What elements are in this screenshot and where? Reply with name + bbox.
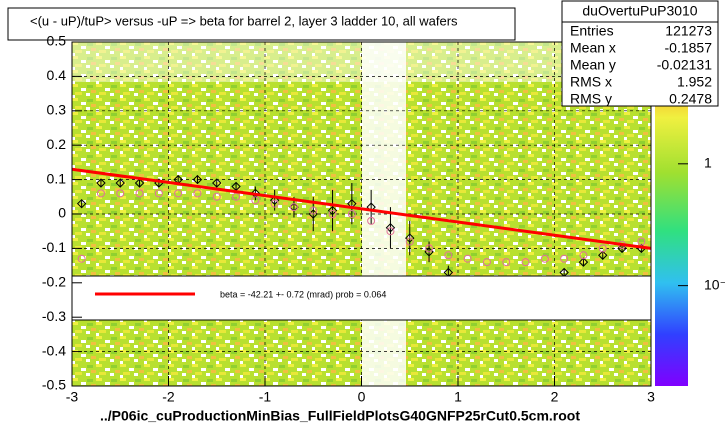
marker [309,206,318,215]
x-axis-label: ../P06ic_cuProductionMinBias_FullFieldPl… [100,408,580,424]
marker [521,258,530,267]
y-tick-label: 0.5 [47,33,67,49]
stat-label: Mean x [570,40,616,56]
marker [502,258,511,267]
y-tick-label: -0.1 [42,239,66,255]
chart-title: <(u - uP)/tuP> versus -uP => beta for ba… [30,13,458,28]
x-tick-label: 1 [454,389,462,405]
marker [598,244,607,253]
marker [328,210,337,218]
y-tick-label: 0.3 [47,102,67,118]
y-tick-label: -0.5 [42,377,66,393]
marker [174,189,183,198]
marker [270,199,279,208]
marker [463,254,472,263]
stat-value: -0.1857 [665,40,713,56]
marker [560,254,569,263]
marker [367,216,376,225]
y-tick-label: 0.2 [47,136,67,152]
marker [327,205,338,216]
y-tick-label: -0.2 [42,274,66,290]
marker [96,178,106,188]
y-tick-label: 0 [58,205,66,221]
y-tick-label: -0.4 [42,342,66,358]
marker [386,227,395,236]
marker [598,250,608,260]
y-tick-label: 0.1 [47,170,67,186]
marker [232,192,241,201]
z-tick-label: 1 [704,155,712,171]
y-tick-label: 0.4 [47,67,67,83]
stat-label: Mean y [570,57,616,73]
marker [385,223,396,233]
marker [192,174,203,185]
x-tick-label: -2 [162,389,175,405]
marker [482,258,491,267]
marker [250,188,261,199]
legend-label: beta = -42.21 +- 0.72 (mrad) prob = 0.06… [220,289,386,299]
stat-label: RMS x [570,74,612,90]
marker [212,178,222,188]
marker [134,178,145,188]
x-tick-label: -3 [66,389,79,405]
marker [96,189,105,198]
marker [212,192,221,201]
stat-label: Entries [570,23,614,39]
stats-title: duOvertuPuP3010 [582,3,697,19]
marker [269,195,280,205]
z-tick-label: 10⁻¹ [704,276,725,292]
y-tick-label: -0.3 [42,308,66,324]
marker [637,237,646,246]
stat-value: -0.02131 [657,57,712,73]
marker [251,196,260,205]
stat-label: RMS y [570,91,612,107]
x-tick-label: -1 [259,389,272,405]
marker [154,189,163,198]
marker [405,233,415,243]
stat-value: 0.2478 [669,91,712,107]
marker [579,251,588,260]
fit-line [71,167,652,250]
marker [405,237,414,246]
marker [289,203,298,212]
marker [76,198,87,209]
marker [578,257,589,267]
marker [116,189,125,198]
marker [193,189,202,198]
stats-rows: Entries 121273 Mean x -0.1857 Mean y -0.02131… [570,23,712,107]
marker [347,210,356,218]
marker [540,254,549,263]
marker [77,254,86,263]
title-box [7,7,516,41]
x-tick-label: 2 [551,389,559,405]
stat-value: 1.952 [677,74,712,90]
stats-box [561,0,719,107]
stat-value: 121273 [665,23,712,39]
legend [71,275,652,321]
marker [444,251,453,260]
x-tick-label: 0 [358,389,366,405]
marker [115,178,125,188]
marker [135,189,144,198]
x-tick-label: 3 [647,389,655,405]
marker [425,244,434,253]
